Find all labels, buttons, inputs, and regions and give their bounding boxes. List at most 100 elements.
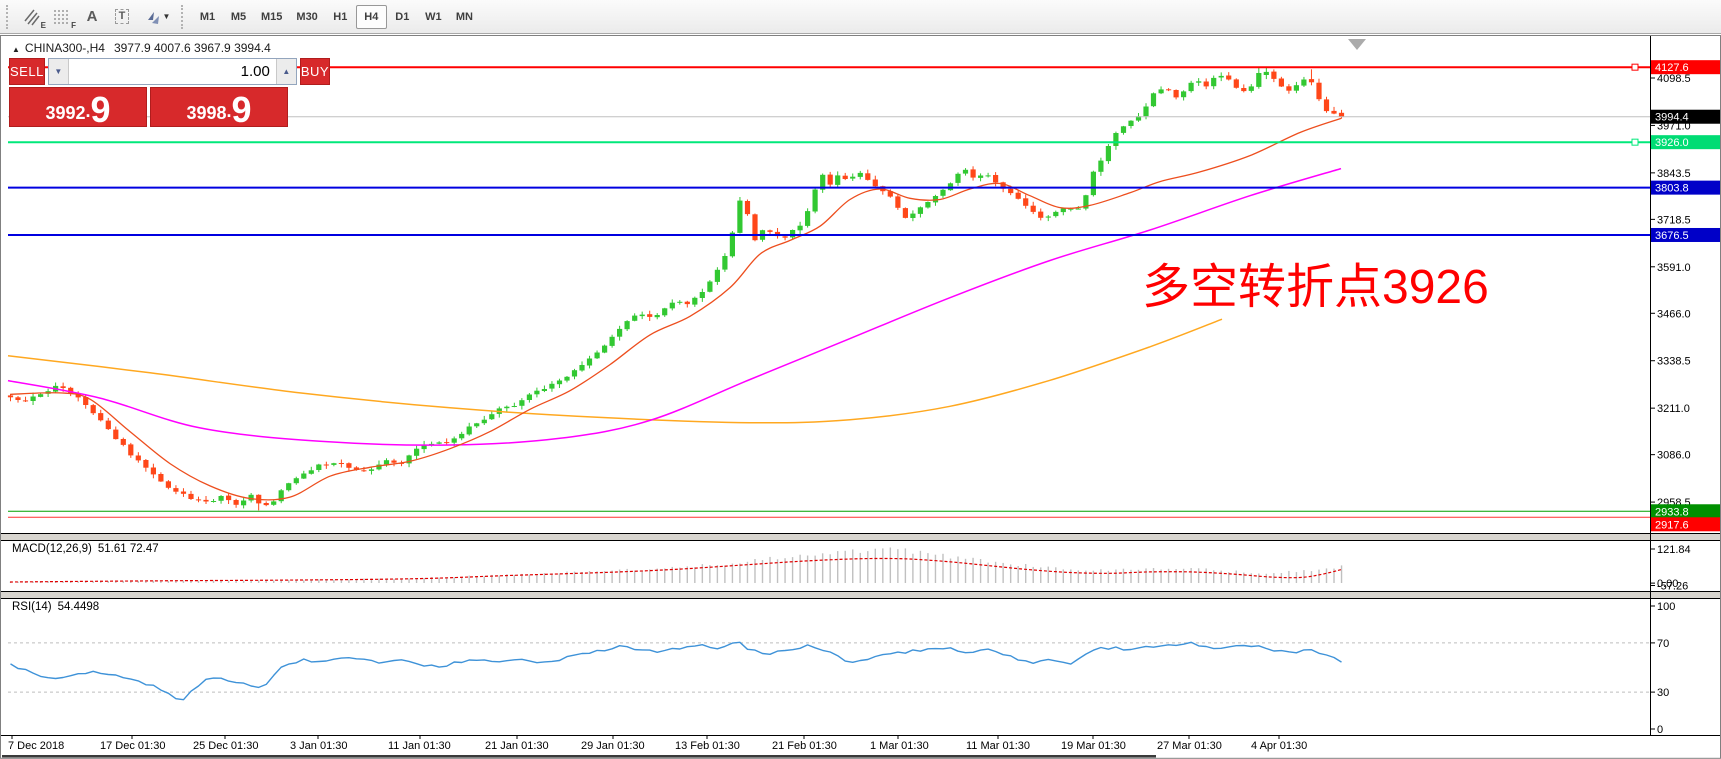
tab-timeframe-h4[interactable]: H4 <box>355 4 387 29</box>
candle-body <box>857 172 863 177</box>
rsi-axis-label: 30 <box>1657 687 1669 699</box>
time-axis-label: 3 Jan 01:30 <box>290 740 348 752</box>
time-axis-label: 7 Dec 2018 <box>8 740 64 752</box>
price-axis-label: 4098.5 <box>1657 73 1691 85</box>
candle-body <box>1150 93 1157 107</box>
volume-decrease-button[interactable]: ▼ <box>48 59 69 84</box>
fibo-grid-tool-button[interactable]: F <box>47 3 77 30</box>
candle-body <box>135 455 141 461</box>
candle-body <box>113 429 119 440</box>
candle-body <box>406 455 412 464</box>
chart-canvas[interactable]: 4098.53971.03843.53718.53591.03466.03338… <box>0 35 1721 759</box>
candle-body <box>978 175 984 178</box>
candle-body <box>511 406 517 407</box>
line-handle[interactable] <box>1631 138 1639 146</box>
candle-body <box>30 396 36 401</box>
price-axis-label: 3466.0 <box>1657 308 1691 320</box>
candle-body <box>729 232 735 257</box>
ma-fast <box>9 117 1342 501</box>
candle-body <box>790 230 796 238</box>
candle-body <box>1316 82 1322 100</box>
candle-body <box>286 483 292 491</box>
candle-body <box>767 230 773 232</box>
candle-body <box>835 175 841 185</box>
candle-body <box>677 301 683 303</box>
sell-button[interactable]: SELL <box>9 58 45 85</box>
fibo-grid-icon <box>54 10 70 23</box>
text-label-tool-button[interactable]: A <box>77 3 107 30</box>
rsi-axis-label: 100 <box>1657 601 1675 613</box>
volume-increase-button[interactable]: ▲ <box>275 59 296 84</box>
candle-body <box>361 470 367 472</box>
candle-body <box>1083 195 1089 209</box>
candle-body <box>1241 88 1247 92</box>
candle-body <box>737 200 743 233</box>
tab-timeframe-d1[interactable]: D1 <box>387 5 418 29</box>
line-handle[interactable] <box>1631 63 1639 71</box>
candle-body <box>752 214 758 241</box>
candle-body <box>278 490 284 502</box>
tab-timeframe-m30[interactable]: M30 <box>289 5 324 29</box>
candle-body <box>722 256 728 270</box>
candle-body <box>414 448 420 456</box>
candle-body <box>662 308 668 316</box>
pattern-tool-button[interactable]: E <box>17 3 47 30</box>
rsi-line <box>10 641 1342 701</box>
time-axis-label: 21 Jan 01:30 <box>485 740 549 752</box>
candle-body <box>571 370 578 377</box>
price-level-badge <box>1651 227 1721 242</box>
macd-signal-line <box>9 557 1342 583</box>
price-level-badge <box>1651 109 1721 124</box>
rsi-indicator-label: RSI(14) 54.4498 <box>12 601 99 613</box>
tab-timeframe-m5[interactable]: M5 <box>223 5 254 29</box>
candle-body <box>128 444 134 456</box>
time-axis: 7 Dec 2018 17 Dec 01:30 25 Dec 01:30 3 Jan … <box>8 735 1307 752</box>
candle-body <box>1181 91 1187 98</box>
candle-body <box>383 460 390 465</box>
candle-body <box>188 493 194 499</box>
price-axis-label: 3338.5 <box>1657 356 1691 368</box>
candle-body <box>1323 99 1330 112</box>
tab-timeframe-h1[interactable]: H1 <box>325 5 356 29</box>
candle-body <box>180 491 187 494</box>
candle-body <box>195 499 202 501</box>
panel-separator[interactable] <box>0 592 1721 598</box>
ask-fraction: 9 <box>231 88 252 130</box>
arrow-style-tool-button[interactable]: ▼ <box>137 3 177 30</box>
tab-timeframe-m15[interactable]: M15 <box>254 5 289 29</box>
candle-body <box>865 173 871 180</box>
candle-body <box>1331 110 1337 114</box>
ask-dot: . <box>226 101 232 121</box>
volume-input[interactable] <box>68 59 276 84</box>
candle-body <box>842 175 848 179</box>
h-scrollbar-thumb[interactable] <box>2 755 1156 758</box>
candle-body <box>436 442 442 444</box>
macd-axis-label: 0.00 <box>1657 578 1678 590</box>
candle-body <box>301 473 307 479</box>
price-axis-label: 3086.0 <box>1657 450 1691 462</box>
candle-body <box>609 336 615 346</box>
chart-shift-marker[interactable] <box>1348 39 1366 50</box>
annotation-text[interactable]: 多空转折点3926 <box>1142 261 1489 314</box>
candle-body <box>1143 106 1149 117</box>
time-axis-label: 29 Jan 01:30 <box>581 740 645 752</box>
candle-body <box>459 433 465 439</box>
candle-body <box>526 394 532 400</box>
candle-body <box>797 225 803 231</box>
buy-button[interactable]: BUY <box>299 58 331 85</box>
rsi-value: 54.4498 <box>57 601 100 613</box>
tab-timeframe-m1[interactable]: M1 <box>192 5 223 29</box>
top-toolbar: E F A T ▼ M1 M5 M15 M30 <box>0 0 1721 34</box>
candle-body <box>1263 71 1269 75</box>
textbox-tool-button[interactable]: T <box>107 3 137 30</box>
tab-timeframe-mn[interactable]: MN <box>449 5 480 29</box>
candle-body <box>451 438 457 443</box>
collapse-triangle-icon[interactable]: ▲ <box>12 45 20 54</box>
candle-body <box>1135 116 1142 121</box>
tab-timeframe-w1[interactable]: W1 <box>418 5 449 29</box>
panel-separator[interactable] <box>0 534 1721 540</box>
ask-price-button[interactable]: 3998. 9 <box>150 87 288 127</box>
candle-body <box>241 500 247 506</box>
bid-price-button[interactable]: 3992. 9 <box>9 87 147 127</box>
